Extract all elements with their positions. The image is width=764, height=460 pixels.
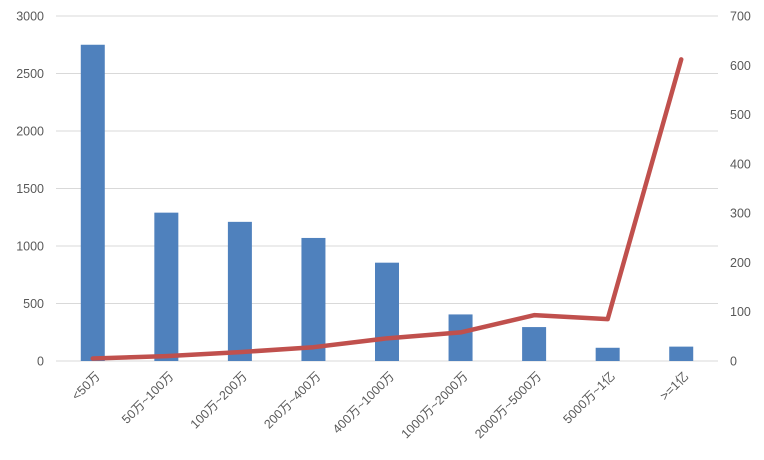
x-axis-category-label: 1000万~2000万 [399,369,471,441]
x-axis-category-label: <50万 [69,369,103,403]
left-axis-tick-label: 0 [37,355,44,369]
x-axis-category-label: 50万~100万 [119,369,176,426]
right-axis-tick-label: 200 [730,256,751,270]
right-axis-tick-label: 100 [730,305,751,319]
bar-6 [522,327,547,361]
left-axis-tick-label: 1000 [16,240,44,254]
x-axis-category-label: 2000万~5000万 [472,369,544,441]
x-axis-category-label: >=1亿 [657,369,692,404]
x-axis-category-label: 200万~400万 [261,369,323,431]
bar-1 [154,212,179,361]
right-axis-tick-label: 0 [730,355,737,369]
right-axis-tick-label: 400 [730,157,751,171]
right-axis-tick-label: 600 [730,59,751,73]
bar-7 [595,347,620,361]
bar-0 [80,44,105,361]
bar-4 [375,262,399,361]
left-axis-tick-label: 2000 [16,125,44,139]
bar-3 [301,237,326,361]
bar-8 [669,346,694,361]
line-series [90,57,684,361]
bar-series [80,44,694,361]
x-axis-category-label: 100万~200万 [188,369,250,431]
right-axis-tick-label: 700 [730,10,751,24]
right-axis-tick-label: 300 [730,207,751,221]
right-axis-labels: 0 100 200 300 400 500 600 700 [730,10,751,369]
bar-5 [448,314,473,361]
bar-2 [227,221,252,361]
left-axis-tick-label: 500 [23,297,44,311]
left-axis-labels: 0 500 1000 1500 2000 2500 3000 [16,10,44,369]
x-axis-category-label: 5000万~1亿 [560,369,618,427]
left-axis-tick-label: 3000 [16,10,44,24]
right-axis-tick-label: 500 [730,108,751,122]
left-axis-tick-label: 2500 [16,67,44,81]
x-axis-labels: <50万 50万~100万 100万~200万 200万~400万 400万~1000万… [69,369,691,442]
x-axis-category-label: 400万~1000万 [330,369,397,436]
left-axis-tick-label: 1500 [16,182,44,196]
